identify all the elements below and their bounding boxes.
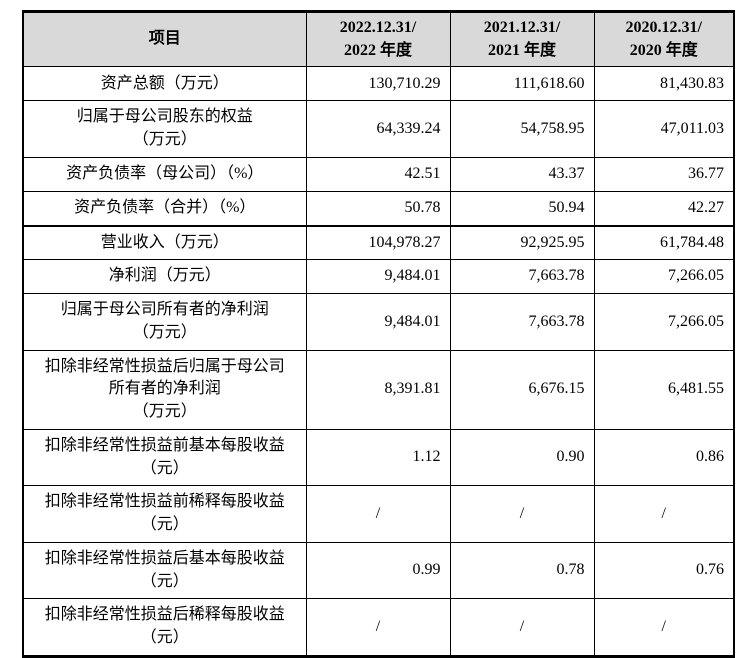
value-2021: 54,758.95 [449, 100, 595, 158]
row-label: 扣除非经常性损益后基本每股收益 （元） [22, 541, 307, 600]
table-body: 资产总额（万元） 130,710.29 111,618.60 81,430.83… [22, 66, 735, 657]
value-2022: 8,391.81 [305, 349, 451, 430]
header-cell-2020: 2020.12.31/ 2020 年度 [593, 10, 735, 68]
value-2022: 64,339.24 [305, 100, 451, 158]
value-2021: 0.78 [449, 541, 595, 600]
row-label: 归属于母公司所有者的净利润 （万元） [22, 293, 307, 351]
value-2021: 92,925.95 [449, 225, 595, 261]
value-2020: 81,430.83 [593, 66, 735, 102]
table-row: 扣除非经常性损益后稀释每股收益 （元） / / / [22, 598, 735, 657]
value-2020: 0.86 [593, 428, 735, 487]
header-cell-2021: 2021.12.31/ 2021 年度 [449, 10, 595, 68]
financial-summary-table: 项目 2022.12.31/ 2022 年度 2021.12.31/ 2021 … [22, 10, 735, 658]
table-row: 扣除非经常性损益后归属于母公司 所有者的净利润 （万元） 8,391.81 6,… [22, 349, 735, 430]
header-cell-2022: 2022.12.31/ 2022 年度 [305, 10, 451, 68]
value-2020: 47,011.03 [593, 100, 735, 158]
value-2020: / [593, 598, 735, 657]
row-label: 扣除非经常性损益前基本每股收益 （元） [22, 428, 307, 487]
value-2021: 43.37 [449, 156, 595, 192]
row-label: 资产负债率（母公司）（%） [22, 156, 307, 192]
value-2022: 1.12 [305, 428, 451, 487]
table-row: 归属于母公司所有者的净利润 （万元） 9,484.01 7,663.78 7,2… [22, 293, 735, 351]
value-2021: 7,663.78 [449, 293, 595, 351]
table-row: 净利润（万元） 9,484.01 7,663.78 7,266.05 [22, 259, 735, 295]
table-row: 营业收入（万元） 104,978.27 92,925.95 61,784.48 [22, 225, 735, 261]
table-row: 资产负债率（母公司）（%） 42.51 43.37 36.77 [22, 156, 735, 192]
value-2020: 6,481.55 [593, 349, 735, 430]
row-label: 扣除非经常性损益后归属于母公司 所有者的净利润 （万元） [22, 349, 307, 430]
table-row: 扣除非经常性损益后基本每股收益 （元） 0.99 0.78 0.76 [22, 541, 735, 600]
value-2021: / [449, 485, 595, 543]
table-header: 项目 2022.12.31/ 2022 年度 2021.12.31/ 2021 … [22, 10, 735, 68]
value-2020: 7,266.05 [593, 293, 735, 351]
row-label: 资产总额（万元） [22, 66, 307, 102]
value-2022: / [305, 598, 451, 657]
table-row: 扣除非经常性损益前稀释每股收益 （元） / / / [22, 485, 735, 543]
document-page: 项目 2022.12.31/ 2022 年度 2021.12.31/ 2021 … [22, 10, 735, 658]
table-row: 扣除非经常性损益前基本每股收益 （元） 1.12 0.90 0.86 [22, 428, 735, 487]
value-2021: 50.94 [449, 190, 595, 227]
row-label: 扣除非经常性损益前稀释每股收益 （元） [22, 485, 307, 543]
value-2022: 130,710.29 [305, 66, 451, 102]
value-2020: 7,266.05 [593, 259, 735, 295]
header-cell-item: 项目 [22, 10, 307, 68]
value-2022: / [305, 485, 451, 543]
value-2022: 42.51 [305, 156, 451, 192]
value-2022: 9,484.01 [305, 293, 451, 351]
value-2020: 0.76 [593, 541, 735, 600]
row-label: 营业收入（万元） [22, 225, 307, 261]
header-row: 项目 2022.12.31/ 2022 年度 2021.12.31/ 2021 … [22, 10, 735, 68]
value-2022: 104,978.27 [305, 225, 451, 261]
value-2021: 7,663.78 [449, 259, 595, 295]
table-row: 资产总额（万元） 130,710.29 111,618.60 81,430.83 [22, 66, 735, 102]
table-row: 资产负债率（合并）（%） 50.78 50.94 42.27 [22, 190, 735, 227]
row-label: 扣除非经常性损益后稀释每股收益 （元） [22, 598, 307, 657]
row-label: 净利润（万元） [22, 259, 307, 295]
value-2021: / [449, 598, 595, 657]
value-2021: 111,618.60 [449, 66, 595, 102]
row-label: 归属于母公司股东的权益 （万元） [22, 100, 307, 158]
value-2021: 0.90 [449, 428, 595, 487]
value-2022: 9,484.01 [305, 259, 451, 295]
value-2020: / [593, 485, 735, 543]
value-2020: 61,784.48 [593, 225, 735, 261]
value-2021: 6,676.15 [449, 349, 595, 430]
value-2022: 50.78 [305, 190, 451, 227]
value-2020: 42.27 [593, 190, 735, 227]
value-2022: 0.99 [305, 541, 451, 600]
row-label: 资产负债率（合并）（%） [22, 190, 307, 227]
table-row: 归属于母公司股东的权益 （万元） 64,339.24 54,758.95 47,… [22, 100, 735, 158]
value-2020: 36.77 [593, 156, 735, 192]
